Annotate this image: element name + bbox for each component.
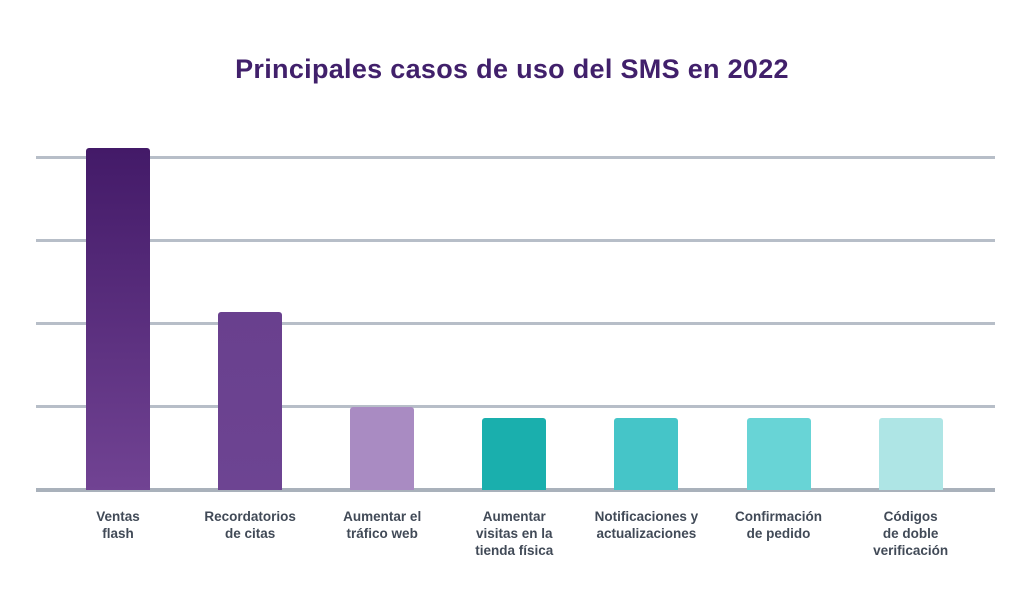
gridline	[36, 322, 995, 325]
bar-aumentar-visitas-en-la-tienda-fisica	[482, 417, 547, 490]
gridline	[36, 155, 995, 159]
gridline	[36, 238, 995, 242]
bar-label-recordatorios-de-citas: Recordatorios de citas	[204, 509, 296, 541]
bar-codigos-de-doble-verificacion	[878, 417, 943, 490]
bar-label-aumentar-el-trafico-web: Aumentar el tráfico web	[343, 509, 422, 541]
bar-label-confirmacion-de-pedido: Confirmación de pedido	[734, 509, 822, 541]
x-axis-baseline	[36, 488, 995, 492]
bar-aumentar-el-trafico-web	[350, 406, 415, 490]
chart-title: Principales casos de uso del SMS en 2022	[235, 54, 789, 84]
gridline	[36, 405, 995, 409]
bar-notificaciones-y-actualizaciones	[614, 417, 679, 490]
bar-label-codigos-de-doble-verificacion: Códigos de doble verificación	[873, 509, 949, 558]
bar-label-aumentar-visitas-en-la-tienda-fisica: Aumentar visitas en la tienda física	[475, 509, 554, 558]
bar-confirmacion-de-pedido	[746, 417, 811, 490]
bar-recordatorios-de-citas	[218, 311, 283, 490]
bar-label-notificaciones-y-actualizaciones: Notificaciones y actualizaciones	[594, 509, 699, 541]
bar-label-ventas-flash: Ventas flash	[96, 509, 140, 541]
bar-ventas-flash	[86, 147, 150, 490]
